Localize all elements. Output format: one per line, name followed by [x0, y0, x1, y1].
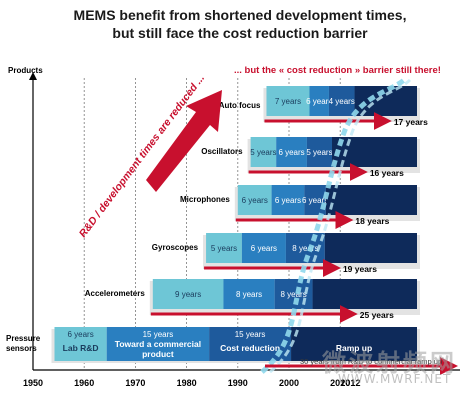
segment-1	[237, 185, 272, 215]
segment-duration-label: 6 years	[67, 330, 93, 339]
segment-duration-label: 4 years	[329, 97, 355, 106]
x-tick-1950: 1950	[23, 378, 43, 388]
product-label-line2: sensors	[6, 344, 37, 353]
x-tick-2010: 2010	[330, 378, 350, 388]
x-tick-1990: 1990	[228, 378, 248, 388]
total-duration-label: 17 years	[394, 117, 428, 127]
segment-phase-label-line2: product	[142, 349, 174, 359]
x-tick-2012: 2012	[340, 378, 360, 388]
total-duration-label: 19 years	[343, 264, 377, 274]
watermark-url: WWW.MWRF.NET	[338, 372, 452, 386]
page-title: MEMS benefit from shortened development …	[40, 6, 440, 42]
segment-duration-label: 6 years	[275, 196, 301, 205]
segment-duration-label: 6 years	[306, 97, 332, 106]
product-label: Oscillators	[201, 147, 243, 156]
product-label: Accelerometers	[85, 289, 146, 298]
total-duration-label: 18 years	[355, 216, 389, 226]
total-duration-label: 16 years	[370, 168, 404, 178]
segment-duration-label: 5 years	[211, 244, 237, 253]
total-duration-label: 25 years	[360, 310, 394, 320]
segment-4	[291, 327, 417, 361]
segment-2	[276, 137, 307, 167]
top-note: ... but the « cost reduction » barrier s…	[234, 65, 441, 76]
segment-duration-label: 5 years	[306, 148, 332, 157]
segment-phase-label: Lab R&D	[63, 343, 99, 353]
segment-1	[266, 86, 310, 116]
diagonal-label: R&D / development times are reduced ...	[77, 72, 207, 240]
segment-4	[324, 233, 417, 263]
title-line-2: but still face the cost reduction barrie…	[112, 25, 368, 41]
segment-1	[206, 233, 242, 263]
y-axis-arrow-icon	[29, 72, 37, 80]
segment-4	[325, 185, 417, 215]
bottom-note: 30 years from R&D to commercial ramp up	[300, 357, 442, 366]
watermark-logo: 微波射频网	[322, 349, 457, 377]
x-tick-1980: 1980	[177, 378, 197, 388]
segment-2	[106, 327, 210, 361]
segment-duration-label: 6 years	[302, 196, 328, 205]
x-tick-1970: 1970	[125, 378, 145, 388]
segment-4	[312, 279, 417, 309]
product-label: Pressure	[6, 334, 41, 343]
segment-phase-label: Ramp up	[336, 343, 372, 353]
segment-duration-label: 9 years	[175, 290, 201, 299]
segment-duration-label: 8 years	[292, 244, 318, 253]
segment-1	[152, 279, 224, 309]
row-oscillators: 5 years 6 years 5 years Oscillators 16 years	[201, 137, 420, 181]
product-label: Microphones	[180, 195, 230, 204]
segment-3	[328, 86, 355, 116]
segment-duration-label: 15 years	[143, 330, 174, 339]
title-line-1: MEMS benefit from shortened development …	[73, 7, 407, 23]
x-tick-1960: 1960	[74, 378, 94, 388]
segment-phase-label: Cost reduction	[220, 343, 280, 353]
segment-1	[250, 137, 277, 167]
x-tick-2000: 2000	[279, 378, 299, 388]
segment-duration-label: 8 years	[236, 290, 262, 299]
y-axis-label: Products	[8, 66, 43, 75]
product-label: Auto focus	[219, 101, 261, 110]
segment-3	[306, 137, 333, 167]
product-label: Gyroscopes	[152, 243, 199, 252]
cost-barrier-curve	[260, 78, 406, 374]
row-accelerometers: 9 years 8 years 8 years Accelerometers 25 ye…	[85, 279, 421, 323]
row-gyroscopes: 5 years 6 years 8 years Gyroscopes 19 years	[152, 233, 420, 277]
segment-duration-label: 15 years	[235, 330, 266, 339]
rd-time-reduction-arrow	[146, 90, 222, 192]
segment-2	[271, 185, 305, 215]
segment-duration-label: 6 years	[242, 196, 268, 205]
segment-2	[223, 279, 275, 309]
segment-2	[241, 233, 286, 263]
segment-1	[54, 327, 107, 361]
segment-2	[309, 86, 329, 116]
segment-duration-label: 8 years	[280, 290, 306, 299]
segment-duration-label: 7 years	[275, 97, 301, 106]
segment-duration-label: 6 years	[251, 244, 277, 253]
segment-phase-label: Toward a commercial	[115, 339, 201, 349]
segment-duration-label: 5 years	[250, 148, 276, 157]
segment-duration-label: 6 years	[278, 148, 304, 157]
